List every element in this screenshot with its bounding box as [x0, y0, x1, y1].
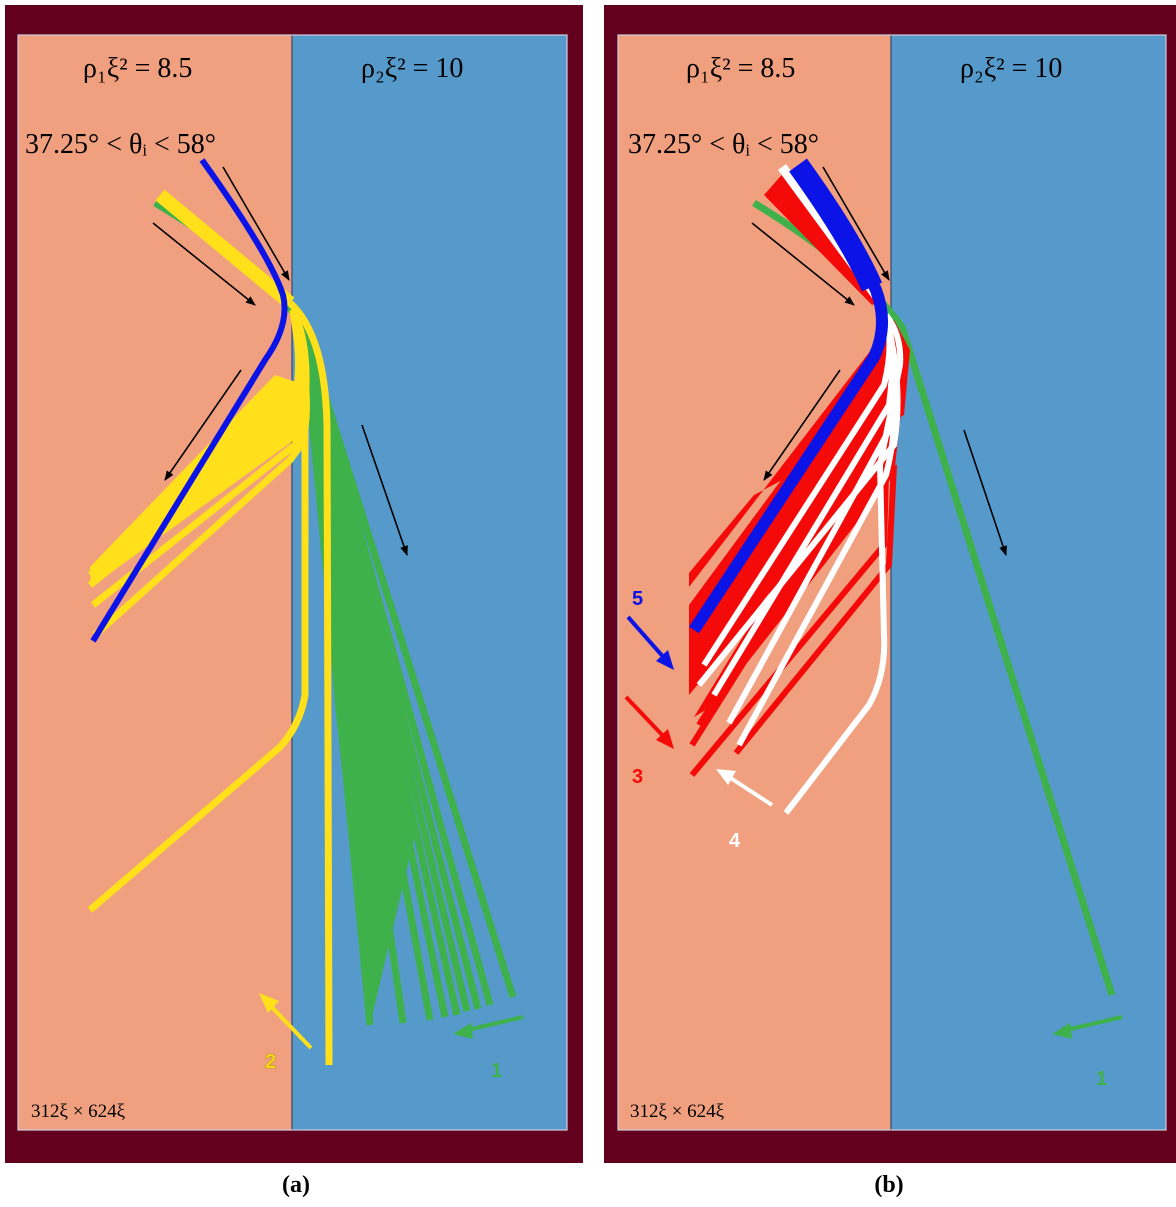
marker-1: 1: [1052, 1015, 1123, 1090]
white-trajectory: [783, 313, 904, 815]
marker-2-label: 2: [265, 1051, 276, 1073]
panel-b: ρ₁ξ² = 8.5 ρ₂ξ² = 10 37.25° < θᵢ < 58° 3…: [604, 5, 1176, 1163]
incidence-angle-range: 37.25° < θᵢ < 58°: [25, 129, 216, 160]
marker-1-label: 1: [491, 1060, 502, 1082]
density-label-medium-1: ρ₁ξ² = 8.5: [686, 53, 795, 84]
marker-2: 2: [259, 993, 313, 1073]
direction-arrow: [751, 222, 855, 306]
marker-5-label: 5: [632, 588, 643, 610]
direction-arrow: [361, 424, 408, 556]
marker-1: 1: [453, 1015, 524, 1082]
domain-border: [617, 34, 1167, 1131]
marker-3: 3: [624, 695, 674, 788]
blue-incident-beam: [789, 158, 883, 292]
panel-a: ρ₁ξ² = 8.5 ρ₂ξ² = 10 37.25° < θᵢ < 58° 3…: [5, 5, 583, 1163]
direction-arrow: [222, 166, 290, 281]
marker-1-label: 1: [1096, 1068, 1107, 1090]
green-fan-fill: [305, 325, 415, 1025]
domain-size-label: 312ξ × 624ξ: [31, 1101, 126, 1122]
marker-4: 4: [716, 769, 774, 852]
marker-3-label: 3: [632, 766, 643, 788]
direction-arrow: [164, 369, 242, 481]
panel-b-caption: (b): [874, 1172, 904, 1198]
yellow-incident-beam: [155, 189, 295, 309]
trajectory-plot-b: ρ₁ξ² = 8.5 ρ₂ξ² = 10 37.25° < θᵢ < 58° 3…: [617, 34, 1167, 1131]
direction-arrow: [963, 429, 1007, 556]
medium-2-region: [891, 35, 1166, 1130]
density-label-medium-2: ρ₂ξ² = 10: [960, 53, 1062, 84]
yellow-fan-fill: [90, 375, 305, 587]
marker-5: 5: [626, 588, 674, 670]
domain-border: [17, 34, 568, 1131]
panel-a-caption: (a): [282, 1172, 310, 1198]
blue-trajectory: [90, 158, 288, 643]
marker-4-label: 4: [729, 830, 741, 852]
direction-arrow: [822, 166, 890, 281]
yellow-trajectory: [287, 300, 333, 1066]
incidence-angle-range: 37.25° < θᵢ < 58°: [628, 129, 819, 160]
flow-direction-arrows: [152, 166, 408, 556]
domain-size-label: 312ξ × 624ξ: [630, 1101, 725, 1122]
direction-arrow: [152, 222, 256, 306]
density-label-medium-2: ρ₂ξ² = 10: [361, 53, 463, 84]
trajectory-plot-a: ρ₁ξ² = 8.5 ρ₂ξ² = 10 37.25° < θᵢ < 58° 3…: [17, 34, 568, 1131]
flow-direction-arrows: [751, 166, 1007, 556]
direction-arrow: [763, 369, 841, 481]
density-label-medium-1: ρ₁ξ² = 8.5: [83, 53, 192, 84]
